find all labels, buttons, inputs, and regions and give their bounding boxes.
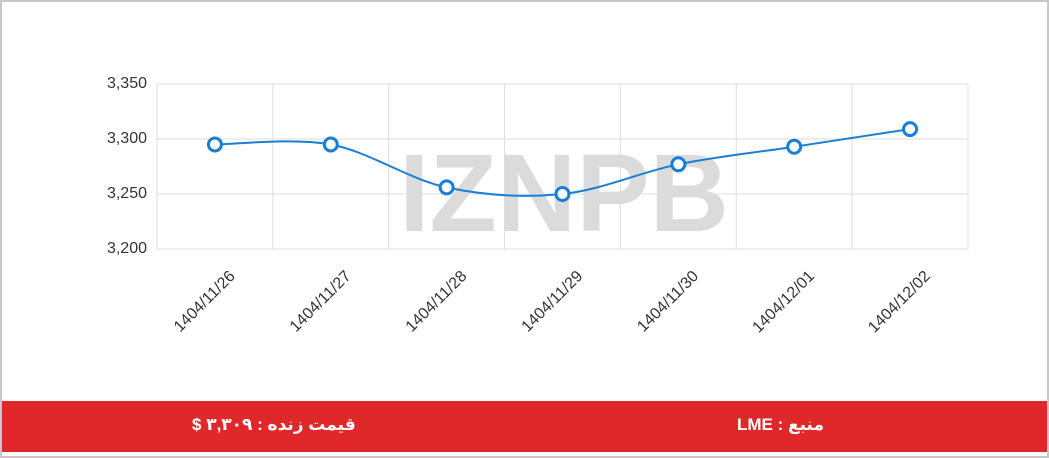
y-tick-label: 3,200 <box>107 240 147 257</box>
y-tick-label: 3,300 <box>107 130 147 147</box>
footer: قیمت زنده : ۳,۳۰۹ $ منبع : LME <box>2 401 1047 452</box>
x-tick-label: 1404/11/27 <box>287 268 355 336</box>
x-tick-label: 1404/11/28 <box>403 268 471 336</box>
point <box>554 186 571 202</box>
point <box>786 138 803 155</box>
x-tick-label: 1404/11/26 <box>171 268 239 336</box>
point <box>438 179 455 196</box>
point <box>322 136 339 153</box>
point <box>206 136 223 153</box>
y-tick-label: 3,350 <box>107 75 147 92</box>
point <box>670 156 687 173</box>
x-tick-label: 1404/12/01 <box>749 268 818 337</box>
x-tick-label: 1404/11/29 <box>519 268 587 336</box>
x-tick-label: 1404/12/02 <box>865 268 934 337</box>
point <box>902 121 919 138</box>
live-price: قیمت زنده : ۳,۳۰۹ $ <box>192 415 356 434</box>
source: منبع : LME <box>737 415 825 434</box>
x-tick-label: 1404/11/30 <box>634 268 702 336</box>
y-tick-label: 3,250 <box>107 185 147 202</box>
